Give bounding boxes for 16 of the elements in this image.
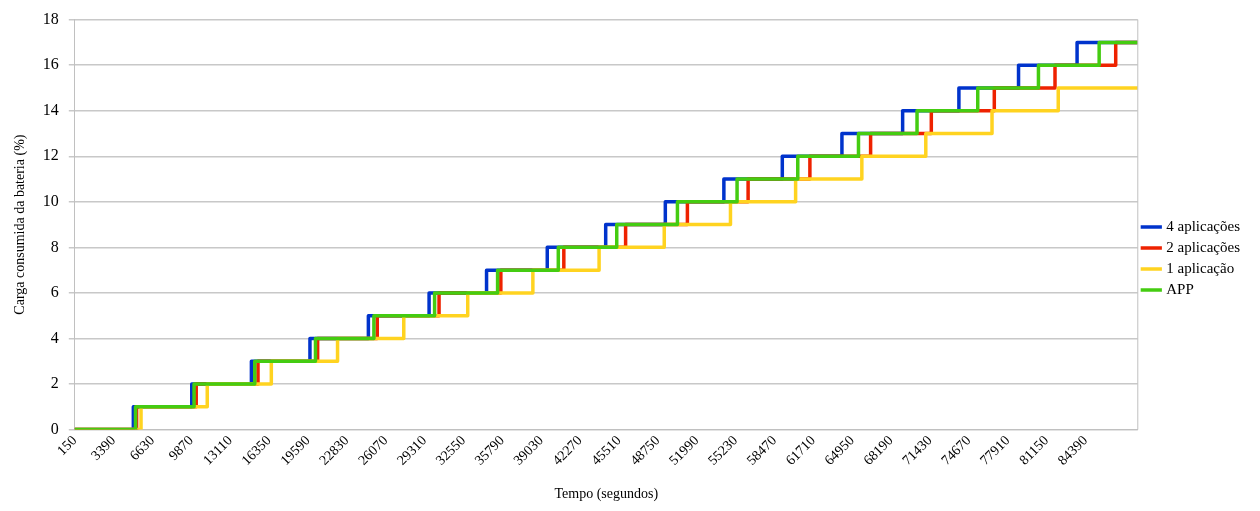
legend-label: 2 aplicações — [1166, 238, 1241, 255]
legend-label: 1 aplicação — [1166, 259, 1235, 276]
y-tick-label: 2 — [50, 374, 59, 392]
y-axis-title: Carga consumida da bateria (%) — [12, 134, 29, 315]
y-tick-label: 14 — [42, 100, 59, 118]
y-tick-label: 6 — [50, 283, 59, 301]
y-tick-label: 8 — [50, 237, 59, 255]
x-axis-title: Tempo (segundos) — [554, 486, 659, 503]
y-tick-label: 0 — [50, 419, 59, 437]
legend-label: 4 aplicações — [1166, 217, 1241, 234]
y-tick-label: 18 — [42, 9, 59, 27]
y-tick-label: 16 — [42, 55, 59, 73]
y-tick-label: 12 — [42, 146, 59, 164]
y-tick-label: 10 — [42, 192, 59, 210]
legend-label: APP — [1166, 280, 1194, 297]
y-tick-label: 4 — [50, 328, 59, 346]
